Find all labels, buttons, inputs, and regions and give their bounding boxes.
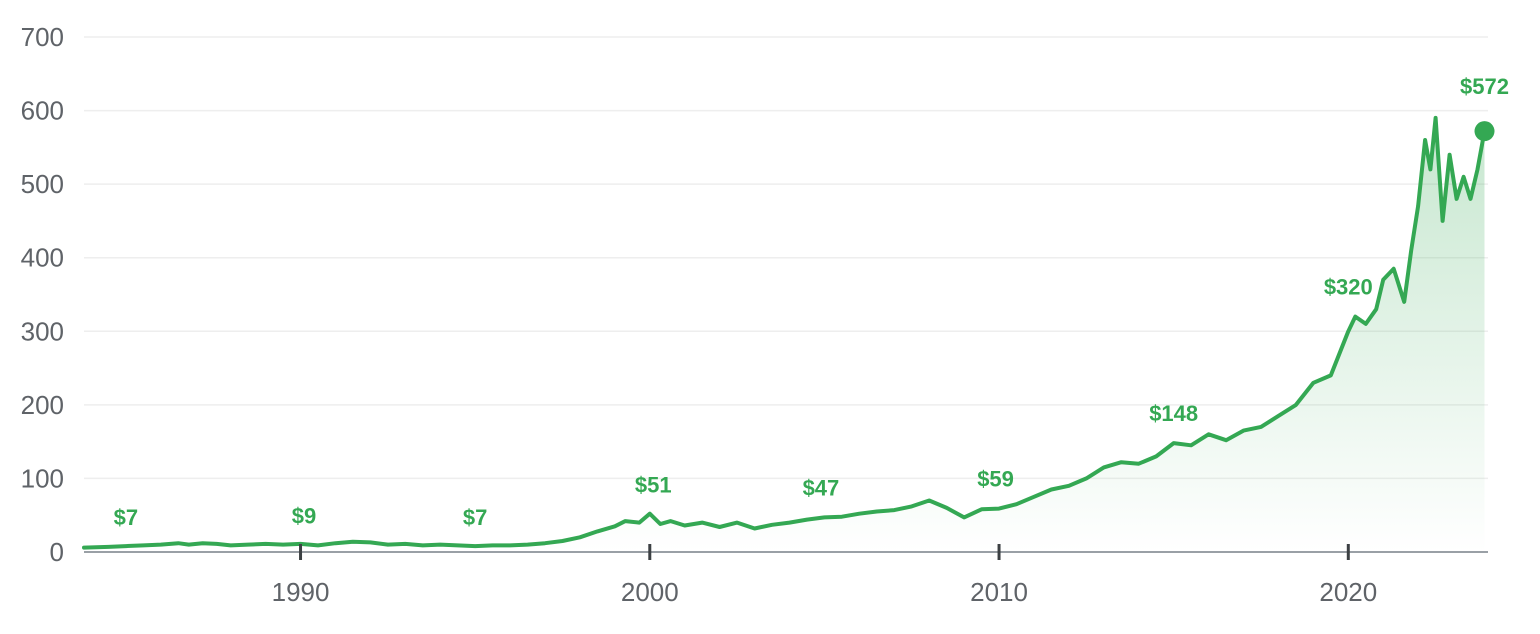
y-tick-label: 100 — [21, 463, 64, 493]
x-tick-label: 2010 — [970, 577, 1028, 607]
x-axis — [84, 544, 1488, 560]
x-tick-label: 2020 — [1319, 577, 1377, 607]
y-tick-label: 300 — [21, 316, 64, 346]
y-tick-label: 600 — [21, 96, 64, 126]
end-point-marker — [1474, 121, 1495, 142]
grid-lines — [84, 36, 1488, 480]
area-fill-layer — [84, 117, 1485, 553]
y-tick-label: 400 — [21, 243, 64, 273]
data-label: $59 — [977, 467, 1014, 492]
area-fill — [84, 117, 1485, 553]
data-labels: $7 $9 $7 $51 $47 $59 $148 $320 $572 — [114, 74, 1509, 530]
y-tick-label: 200 — [21, 390, 64, 420]
data-label: $148 — [1149, 401, 1198, 426]
data-label: $572 — [1460, 74, 1509, 99]
x-tick-label: 2000 — [621, 577, 679, 607]
data-label: $7 — [463, 505, 487, 530]
x-tick-labels: 1990 2000 2010 2020 — [272, 577, 1378, 607]
y-tick-label: 0 — [50, 537, 64, 567]
x-tick-label: 1990 — [272, 577, 330, 607]
data-label: $51 — [635, 472, 672, 497]
data-label: $320 — [1324, 275, 1373, 300]
data-label: $9 — [292, 503, 316, 528]
y-tick-label: 500 — [21, 169, 64, 199]
data-label: $7 — [114, 505, 138, 530]
data-label: $47 — [803, 475, 840, 500]
y-tick-label: 700 — [21, 22, 64, 52]
end-marker-layer — [1474, 121, 1495, 142]
price-line — [82, 115, 1487, 550]
price-line-layer — [82, 115, 1487, 550]
y-tick-labels: 0 100 200 300 400 500 600 700 — [21, 22, 64, 567]
